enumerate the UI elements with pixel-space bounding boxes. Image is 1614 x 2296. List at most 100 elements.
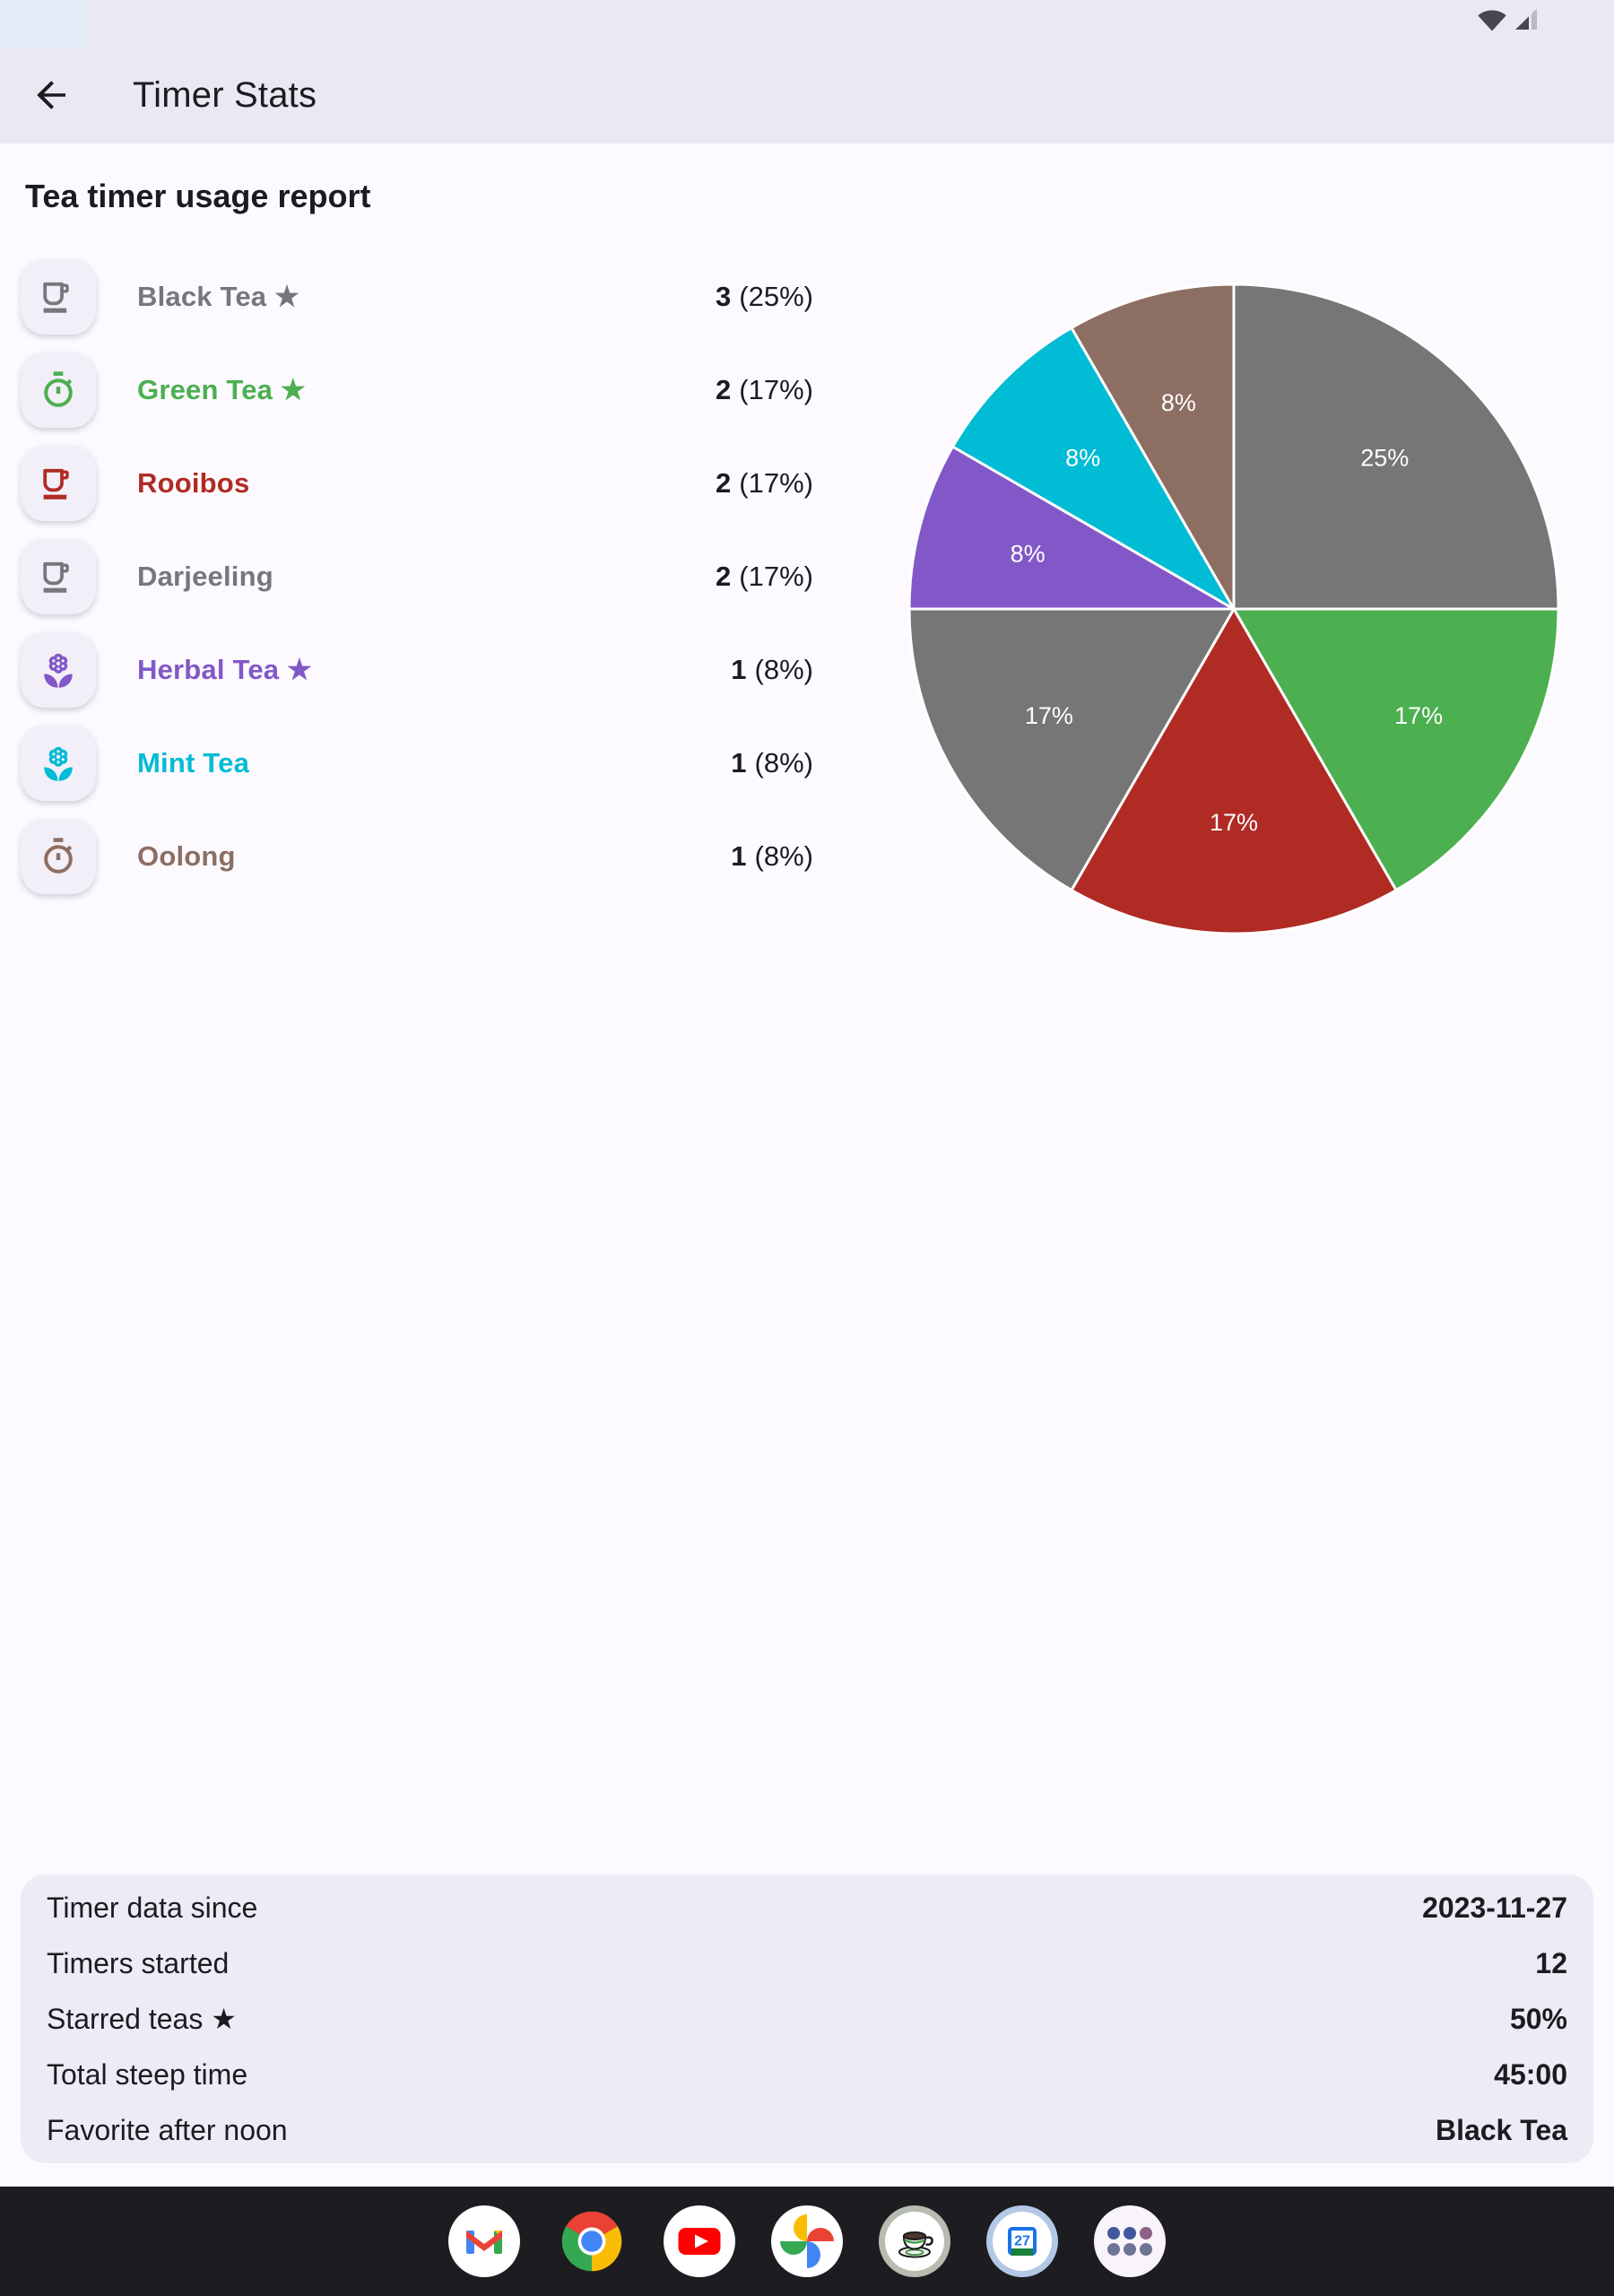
tea-name: Black Tea ★	[137, 281, 300, 312]
wifi-icon	[1477, 8, 1507, 36]
tea-icon-tile	[21, 446, 96, 521]
svg-text:27: 27	[1014, 2234, 1030, 2249]
tea-count-number: 2	[716, 561, 732, 592]
dock-calendar-icon[interactable]: 27	[986, 2205, 1058, 2277]
page-title: Timer Stats	[133, 74, 317, 115]
tea-name: Herbal Tea ★	[137, 654, 313, 685]
tea-count-number: 1	[731, 840, 747, 872]
tea-name: Rooibos	[137, 467, 250, 499]
summary-label: Favorite after noon	[47, 2113, 288, 2146]
flower-icon	[37, 648, 80, 691]
tea-list: Black Tea ★ 3 (25%) Green Tea ★ 2 (17%) Rooibo…	[21, 259, 813, 912]
tea-name: Mint Tea	[137, 747, 250, 778]
summary-row: Total steep time 45:00	[21, 2047, 1593, 2102]
tea-count-number: 2	[716, 374, 732, 405]
section-title: Tea timer usage report	[25, 178, 371, 214]
tea-icon-tile	[21, 259, 96, 335]
dock-gmail-icon[interactable]	[448, 2205, 520, 2277]
summary-label: Timer data since	[47, 1891, 258, 1924]
dock-tea-timer-icon[interactable]	[879, 2205, 950, 2277]
tea-count: 3 (25%)	[716, 281, 813, 313]
tea-row[interactable]: Green Tea ★ 2 (17%)	[21, 352, 813, 428]
tea-count-percent: (8%)	[754, 747, 813, 778]
tea-count-percent: (8%)	[754, 654, 813, 685]
arrow-back-icon	[30, 81, 73, 119]
dock-youtube-icon[interactable]	[664, 2205, 735, 2277]
tea-count: 2 (17%)	[716, 561, 813, 593]
tea-count-number: 2	[716, 467, 732, 499]
tea-row[interactable]: Rooibos 2 (17%)	[21, 446, 813, 521]
dock-chrome-icon[interactable]	[556, 2205, 628, 2277]
summary-value: 50%	[1509, 2002, 1567, 2035]
summary-label: Timers started	[47, 1946, 230, 1979]
pie-label: 25%	[1360, 445, 1409, 472]
summary-card: Timer data since 2023-11-27 Timers started…	[21, 1874, 1593, 2163]
teacup-icon	[37, 275, 80, 318]
pie-label: 8%	[1011, 540, 1046, 567]
dock-app-drawer-icon[interactable]	[1094, 2205, 1166, 2277]
pie-slice	[1070, 283, 1236, 611]
tea-name: Oolong	[137, 840, 236, 872]
summary-row: Starred teas ★ 50%	[21, 1991, 1593, 2047]
tea-count: 1 (8%)	[731, 840, 813, 873]
pie-slice	[1232, 607, 1560, 891]
dock-photos-icon[interactable]	[771, 2205, 843, 2277]
camera-cutout-area	[0, 0, 87, 47]
top-app-bar: Timer Stats	[0, 47, 1614, 144]
tea-count-percent: (17%)	[739, 561, 813, 592]
tea-name: Green Tea ★	[137, 374, 306, 405]
summary-value: Black Tea	[1435, 2113, 1567, 2146]
tea-count: 2 (17%)	[716, 467, 813, 500]
cellular-signal-icon	[1514, 7, 1539, 36]
tea-count-percent: (17%)	[739, 374, 813, 405]
back-button[interactable]	[30, 74, 73, 117]
tea-count: 2 (17%)	[716, 374, 813, 406]
summary-row: Timers started 12	[21, 1935, 1593, 1991]
pie-label: 17%	[1394, 702, 1443, 729]
summary-row: Timer data since 2023-11-27	[21, 1880, 1593, 1935]
tea-row[interactable]: Herbal Tea ★ 1 (8%)	[21, 632, 813, 708]
timer-icon	[37, 835, 80, 878]
summary-label: Starred teas ★	[47, 2003, 237, 2035]
pie-slice	[1232, 283, 1560, 611]
tea-row[interactable]: Oolong 1 (8%)	[21, 819, 813, 894]
status-bar	[0, 0, 1614, 47]
summary-value: 2023-11-27	[1422, 1891, 1567, 1924]
timer-icon	[37, 369, 80, 412]
tea-count: 1 (8%)	[731, 654, 813, 686]
tea-count-percent: (17%)	[739, 467, 813, 499]
pie-label: 8%	[1065, 445, 1100, 472]
tea-icon-tile	[21, 632, 96, 708]
flower-icon	[37, 742, 80, 785]
tea-count-number: 3	[716, 281, 732, 312]
teacup-icon	[37, 555, 80, 598]
tea-row[interactable]: Darjeeling 2 (17%)	[21, 539, 813, 614]
summary-row: Favorite after noon Black Tea	[21, 2102, 1593, 2158]
tea-name: Darjeeling	[137, 561, 273, 592]
status-icons	[1477, 8, 1539, 36]
tea-count-number: 1	[731, 747, 747, 778]
tea-row[interactable]: Black Tea ★ 3 (25%)	[21, 259, 813, 335]
pie-label: 8%	[1161, 389, 1196, 416]
pie-slice	[1070, 607, 1398, 935]
summary-value: 45:00	[1494, 2057, 1567, 2091]
tea-icon-tile	[21, 539, 96, 614]
tea-row[interactable]: Mint Tea 1 (8%)	[21, 726, 813, 801]
tea-icon-tile	[21, 352, 96, 428]
pie-label: 17%	[1025, 702, 1073, 729]
pie-label: 17%	[1210, 809, 1258, 836]
tea-usage-pie-chart: 25% 17% 17% 17% 8% 8% 8%	[902, 277, 1566, 941]
tea-count-percent: (25%)	[739, 281, 813, 312]
tea-count-number: 1	[731, 654, 747, 685]
tea-icon-tile	[21, 819, 96, 894]
pie-slice	[907, 607, 1236, 891]
pie-slice	[951, 326, 1236, 611]
summary-label: Total steep time	[47, 2057, 248, 2091]
pie-slice	[907, 445, 1236, 611]
summary-value: 12	[1535, 1946, 1567, 1979]
tea-count: 1 (8%)	[731, 747, 813, 779]
teacup-icon	[37, 462, 80, 505]
dock-navbar: 27	[0, 2187, 1614, 2296]
tea-count-percent: (8%)	[754, 840, 813, 872]
